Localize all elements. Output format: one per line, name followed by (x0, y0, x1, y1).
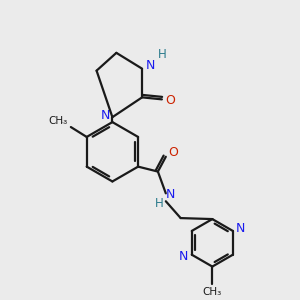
Text: methyl: methyl (61, 122, 65, 123)
Text: H: H (154, 197, 163, 210)
Text: H: H (158, 48, 166, 61)
Text: CH₃: CH₃ (48, 116, 68, 126)
Text: N: N (145, 59, 155, 72)
Text: CH₃: CH₃ (203, 287, 222, 297)
Text: N: N (236, 223, 245, 236)
Text: N: N (166, 188, 176, 201)
Text: O: O (165, 94, 175, 107)
Text: O: O (168, 146, 178, 159)
Text: N: N (179, 250, 188, 263)
Text: N: N (101, 109, 110, 122)
